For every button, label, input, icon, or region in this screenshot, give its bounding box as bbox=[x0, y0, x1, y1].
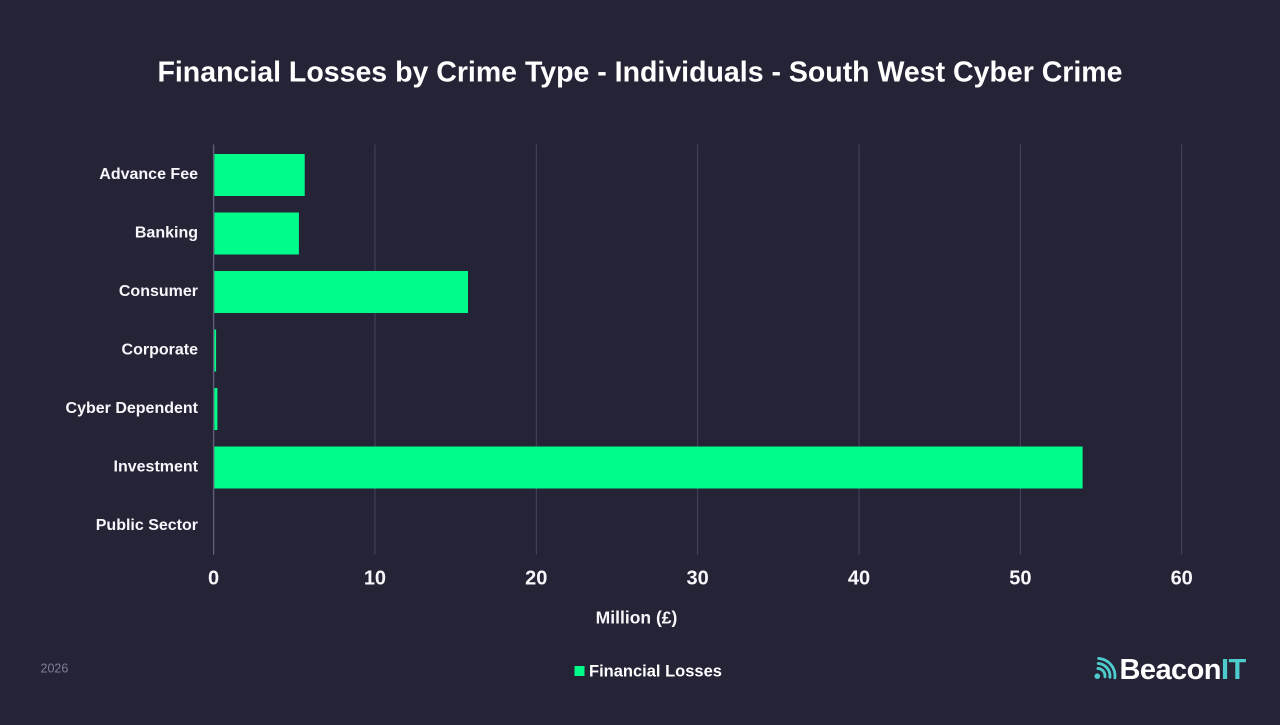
svg-text:Consumer: Consumer bbox=[119, 283, 198, 300]
svg-text:2026: 2026 bbox=[41, 661, 69, 675]
svg-text:Corporate: Corporate bbox=[122, 342, 199, 359]
svg-text:50: 50 bbox=[1009, 568, 1031, 590]
svg-text:Million (£): Million (£) bbox=[596, 608, 678, 628]
svg-text:10: 10 bbox=[364, 568, 386, 590]
svg-text:Public Sector: Public Sector bbox=[96, 517, 198, 534]
svg-text:60: 60 bbox=[1171, 568, 1193, 590]
svg-text:40: 40 bbox=[848, 568, 870, 590]
svg-text:Advance Fee: Advance Fee bbox=[99, 166, 198, 183]
svg-text:Financial Losses by Crime Type: Financial Losses by Crime Type - Individ… bbox=[157, 57, 1122, 89]
svg-text:20: 20 bbox=[525, 568, 547, 590]
svg-text:Cyber Dependent: Cyber Dependent bbox=[66, 400, 199, 417]
svg-text:Banking: Banking bbox=[135, 225, 198, 242]
svg-text:BeaconIT: BeaconIT bbox=[1120, 654, 1247, 686]
svg-text:30: 30 bbox=[687, 568, 709, 590]
svg-text:0: 0 bbox=[208, 568, 219, 590]
svg-text:Financial Losses: Financial Losses bbox=[589, 663, 722, 681]
svg-text:Investment: Investment bbox=[114, 459, 199, 476]
